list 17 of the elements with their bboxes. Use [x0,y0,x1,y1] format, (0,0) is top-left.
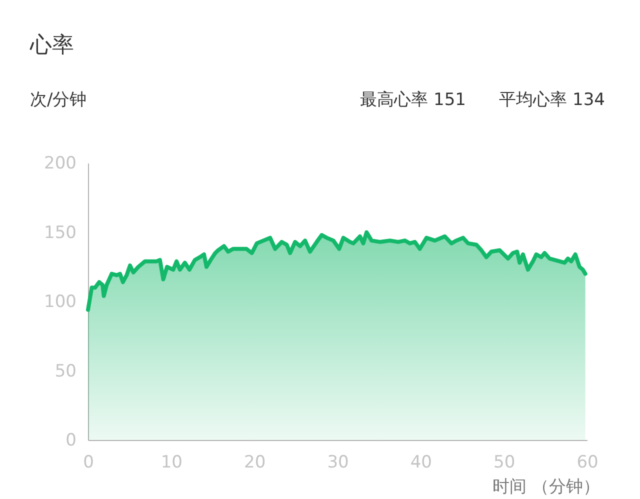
x-tick-label: 60 [576,452,598,472]
text: 平均心率 134 [499,90,605,110]
x-tick-label: 50 [494,452,516,472]
x-tick-label: 20 [244,452,266,472]
x-tick-label: 0 [83,452,94,472]
y-tick-label: 200 [44,154,76,174]
x-tick-label: 10 [160,452,182,472]
y-tick-label: 150 [44,222,76,243]
chart-title: 心率 [29,33,74,58]
y-tick-label: 100 [44,292,76,312]
y-tick-label: 50 [54,361,76,382]
y-tick-label: 0 [66,430,76,450]
x-tick-label: 40 [410,452,432,472]
x-tick-label: 30 [327,452,349,472]
text: 最高心率 151 [360,90,466,110]
x-axis-title: 时间 （分钟） [492,477,600,497]
y-axis-title: 次/分钟 [30,90,87,110]
